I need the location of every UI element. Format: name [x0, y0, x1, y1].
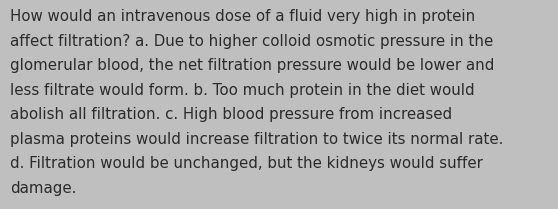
Text: abolish all filtration. c. High blood pressure from increased: abolish all filtration. c. High blood pr…: [10, 107, 452, 122]
Text: d. Filtration would be unchanged, but the kidneys would suffer: d. Filtration would be unchanged, but th…: [10, 156, 483, 171]
Text: plasma proteins would increase filtration to twice its normal rate.: plasma proteins would increase filtratio…: [10, 132, 503, 147]
Text: glomerular blood, the net filtration pressure would be lower and: glomerular blood, the net filtration pre…: [10, 58, 494, 73]
Text: damage.: damage.: [10, 181, 76, 196]
Text: affect filtration? a. Due to higher colloid osmotic pressure in the: affect filtration? a. Due to higher coll…: [10, 34, 493, 49]
Text: How would an intravenous dose of a fluid very high in protein: How would an intravenous dose of a fluid…: [10, 9, 475, 24]
Text: less filtrate would form. b. Too much protein in the diet would: less filtrate would form. b. Too much pr…: [10, 83, 475, 98]
